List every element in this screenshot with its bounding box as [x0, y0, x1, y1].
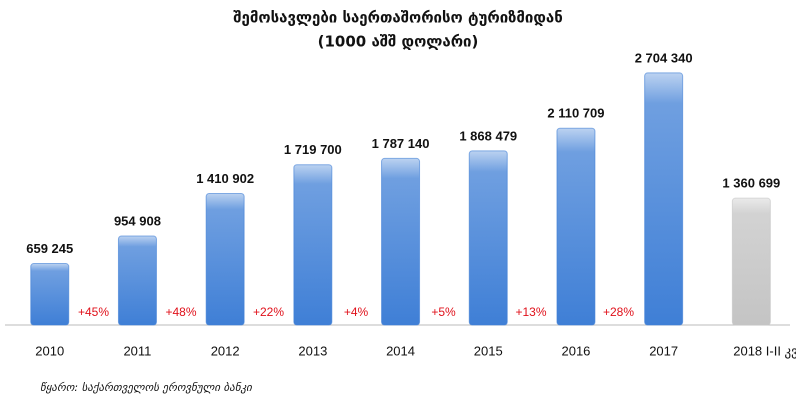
- chart-subtitle: (1000 აშშ დოლარი): [318, 33, 479, 51]
- chart-title: შემოსავლები საერთაშორისო ტურიზმიდან: [233, 9, 562, 27]
- x-tick-label: 2013: [298, 343, 327, 358]
- bar: [731, 197, 771, 326]
- x-tick-label: 2011: [123, 343, 151, 358]
- growth-label: +48%: [165, 305, 196, 319]
- bar: [556, 127, 596, 326]
- value-label: 659 245: [26, 241, 73, 256]
- growth-label: +4%: [344, 305, 369, 319]
- growth-label: +13%: [515, 305, 546, 319]
- source: წყარო: საქართველოს ეროვნული ბანკი: [40, 381, 253, 394]
- bar: [468, 150, 508, 326]
- bar: [30, 263, 70, 326]
- x-tick-label: 2012: [211, 343, 240, 358]
- value-label: 1 719 700: [284, 142, 342, 157]
- value-label: 2 110 709: [547, 106, 604, 121]
- x-tick-label: 2016: [561, 343, 590, 358]
- x-tick-label: 2018 I-II კვ.: [733, 343, 796, 359]
- x-tick-label: 2015: [474, 343, 503, 358]
- bar: [117, 235, 157, 326]
- growth-label: +5%: [431, 305, 456, 319]
- x-tick-label: 2017: [649, 343, 678, 358]
- value-label: 1 868 479: [459, 128, 517, 143]
- bar: [644, 72, 684, 326]
- growth-label: +22%: [253, 305, 284, 319]
- growth-label: +45%: [78, 305, 109, 319]
- value-label: 1 360 699: [722, 176, 780, 191]
- growth-label: +28%: [603, 305, 634, 319]
- value-label: 2 704 340: [635, 50, 693, 65]
- bar: [205, 192, 245, 326]
- bar: [381, 157, 421, 326]
- x-tick-label: 2010: [35, 343, 64, 358]
- bar: [293, 164, 333, 326]
- value-label: 1 787 140: [372, 136, 430, 151]
- value-label: 954 908: [114, 213, 161, 228]
- value-label: 1 410 902: [196, 171, 254, 186]
- x-tick-label: 2014: [386, 343, 415, 358]
